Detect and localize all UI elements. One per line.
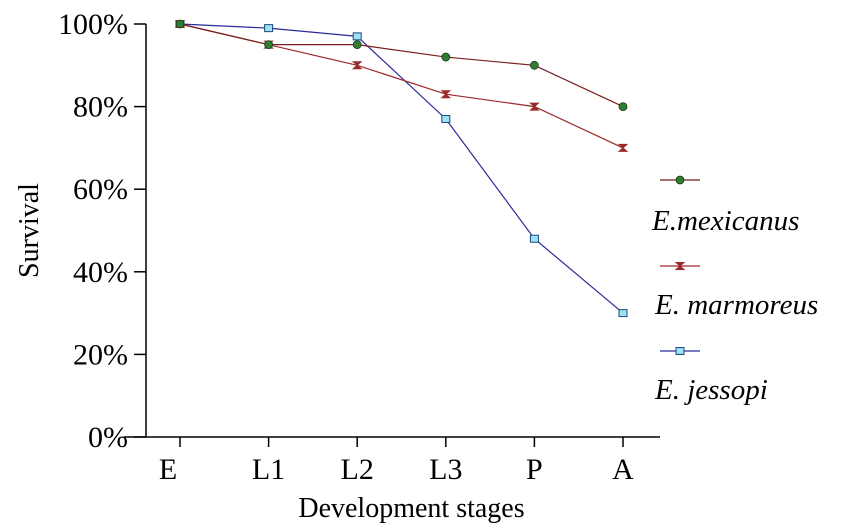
- data-point-e-mexicanus: [618, 102, 628, 111]
- series-line-e-marmoreus: [179, 23, 624, 149]
- data-point-e-mexicanus: [175, 19, 185, 29]
- legend-label: E. jessopi: [654, 374, 768, 406]
- x-tick-label: L1: [252, 453, 285, 486]
- y-ticks: 0% 20% 40% 60% 80% 100%: [58, 8, 146, 454]
- y-tick-label: 0%: [88, 421, 128, 454]
- data-point-e-marmoreus: [440, 90, 452, 99]
- legend-swatch-marker: [674, 262, 686, 270]
- y-axis-title: Survival: [14, 183, 45, 278]
- series-layer: [174, 19, 629, 318]
- x-ticks: E L1 L2 L3 P A: [159, 437, 634, 486]
- legend-item-e-jessopi: E. jessopi: [654, 347, 768, 406]
- legend-swatch-marker: [675, 347, 685, 355]
- legend-swatch-marker: [675, 175, 685, 185]
- data-point-e-mexicanus: [441, 52, 451, 62]
- data-point-e-mexicanus: [264, 40, 274, 50]
- data-point-e-marmoreus: [351, 61, 363, 70]
- data-point-e-jessopi: [529, 234, 539, 243]
- y-tick-label: 80%: [73, 91, 128, 124]
- data-point-e-jessopi: [264, 24, 274, 33]
- x-tick-label: L2: [341, 453, 374, 486]
- x-tick-label: P: [526, 453, 543, 486]
- y-tick-label: 40%: [73, 256, 128, 289]
- data-point-e-jessopi: [618, 309, 628, 318]
- y-tick-label: 100%: [58, 8, 128, 41]
- y-tick-label: 60%: [73, 173, 128, 206]
- legend-item-e-mexicanus: E.mexicanus: [651, 175, 799, 237]
- axes: [124, 24, 660, 438]
- x-axis-title: Development stages: [298, 493, 524, 524]
- series-e-mexicanus: [175, 19, 628, 111]
- series-e-jessopi: [175, 20, 628, 318]
- legend-label: E. marmoreus: [654, 289, 818, 321]
- legend-label: E.mexicanus: [651, 205, 799, 237]
- data-point-e-jessopi: [352, 32, 362, 41]
- data-point-e-mexicanus: [530, 60, 539, 70]
- x-tick-label: A: [612, 453, 634, 486]
- series-e-marmoreus: [174, 20, 629, 152]
- data-point-e-mexicanus: [352, 40, 362, 50]
- legend: E.mexicanus E. marmoreus E. jessopi: [651, 175, 818, 406]
- data-point-e-jessopi: [441, 114, 451, 123]
- data-point-e-marmoreus: [617, 143, 629, 152]
- legend-item-e-marmoreus: E. marmoreus: [654, 262, 818, 321]
- series-line-e-mexicanus: [179, 23, 624, 108]
- y-tick-label: 20%: [73, 338, 128, 371]
- series-line-e-jessopi: [179, 23, 624, 314]
- x-tick-label: E: [159, 453, 177, 486]
- data-point-e-marmoreus: [529, 102, 540, 111]
- x-tick-label: L3: [429, 453, 462, 486]
